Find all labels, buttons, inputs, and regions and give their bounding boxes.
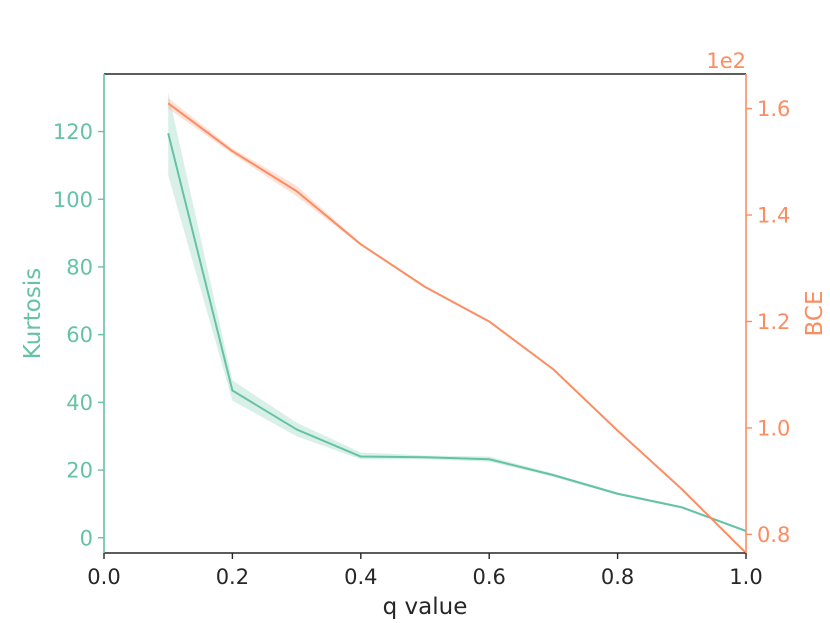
left-tick-label: 20 [66, 459, 93, 483]
series-lines [167, 102, 747, 554]
left-tick-label: 120 [53, 120, 93, 144]
confidence-band-right [168, 97, 746, 555]
left-tick-label: 0 [80, 526, 93, 550]
axes [103, 73, 747, 554]
left-tick-label: 100 [53, 188, 93, 212]
right-tick-label: 1.6 [757, 97, 790, 121]
left-axis-ticks: 0 20 40 60 80 100 120 [53, 120, 104, 550]
x-axis-label: q value [383, 594, 468, 620]
right-axis-label: BCE [802, 291, 828, 337]
x-axis-ticks: 0.0 0.2 0.4 0.6 0.8 1.0 [87, 553, 763, 589]
right-axis-ticks: 0.8 1.0 1.2 1.4 1.6 [746, 97, 790, 547]
x-tick-label: 0.4 [344, 565, 377, 589]
confidence-band-left [168, 92, 746, 532]
x-tick-label: 0.6 [472, 565, 505, 589]
left-axis-label: Kurtosis [20, 268, 46, 359]
x-tick-label: 0.0 [87, 565, 120, 589]
right-axis-scale-note: 1e2 [706, 49, 746, 73]
left-tick-label: 80 [66, 255, 93, 279]
confidence-bands [168, 92, 746, 555]
right-tick-label: 1.0 [757, 416, 790, 440]
series-line-left [167, 132, 747, 532]
left-tick-label: 60 [66, 323, 93, 347]
x-tick-label: 0.2 [216, 565, 249, 589]
left-tick-label: 40 [66, 391, 93, 415]
right-tick-label: 0.8 [757, 523, 790, 547]
series-line-right [167, 102, 747, 554]
x-tick-label: 0.8 [601, 565, 634, 589]
right-tick-label: 1.2 [757, 310, 790, 334]
right-tick-label: 1.4 [757, 204, 790, 228]
x-tick-label: 1.0 [729, 565, 762, 589]
